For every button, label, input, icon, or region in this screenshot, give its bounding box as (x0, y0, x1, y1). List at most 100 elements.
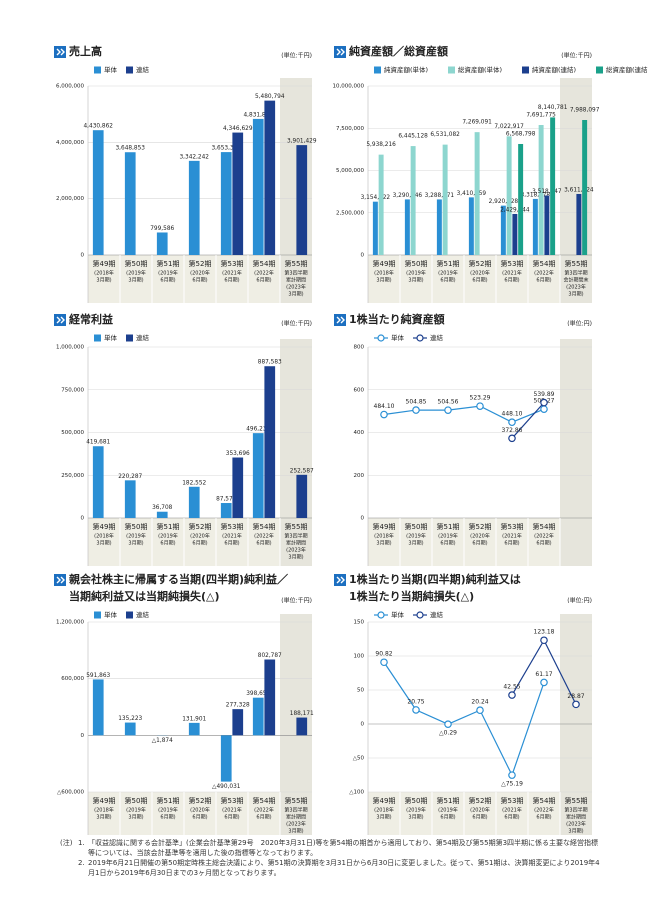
x-tick-sublabel: (2021年 (222, 270, 242, 277)
bar (232, 709, 244, 736)
bar (296, 145, 308, 255)
x-tick-sublabel: 3月期) (376, 541, 391, 547)
unit-label: (単位:千円) (561, 52, 592, 60)
point (380, 410, 388, 419)
y-tick-label: 2,000,000 (56, 196, 84, 202)
x-tick-sublabel: (2022年 (254, 807, 274, 814)
chart-title: 経常利益 (69, 312, 113, 326)
x-tick-label: 第52期 (189, 522, 212, 531)
x-tick-label: 第55期 (285, 796, 308, 805)
x-tick-label: 第54期 (253, 522, 276, 531)
x-tick-sublabel: (2018年 (94, 807, 114, 814)
x-tick-label: 第54期 (253, 259, 276, 268)
x-tick-sublabel: 第3四半期 (284, 270, 307, 277)
x-tick-sublabel: (2019年 (438, 270, 458, 277)
title-icon-chevron (56, 316, 65, 324)
data-label: 448.10 (502, 411, 523, 418)
data-label: 799,586 (150, 226, 174, 232)
x-tick-sublabel: (2021年 (502, 270, 522, 277)
x-tick-sublabel: 6月期) (504, 815, 519, 821)
bar (500, 205, 506, 255)
legend-label: 総資産額(連結) (606, 65, 648, 74)
y-tick-label: 0 (361, 516, 365, 522)
legend-label: 総資産額(単体) (458, 65, 502, 74)
bar (92, 446, 104, 518)
x-tick-sublabel: 累計期間 (566, 814, 586, 821)
x-tick-sublabel: 6月期) (536, 541, 551, 547)
bar (124, 722, 136, 736)
data-label: 539.89 (534, 391, 555, 398)
chart-title: 純資産額／総資産額 (349, 44, 448, 58)
data-label: 123.18 (534, 629, 555, 636)
y-tick-label: 50 (357, 688, 364, 694)
data-label: △490,031 (212, 784, 241, 790)
bar (410, 146, 416, 255)
x-tick-sublabel: (2020年 (190, 270, 210, 277)
y-tick-label: 600 (354, 387, 365, 393)
data-label: △75.19 (501, 781, 523, 788)
data-label: 7,269,091 (462, 120, 492, 126)
data-label: 802,787 (258, 653, 282, 659)
note-number: 1. (78, 839, 85, 847)
y-tick-label: 1,000,000 (56, 345, 84, 351)
line (383, 405, 545, 423)
y-tick-label: 4,000,000 (56, 140, 84, 146)
x-tick-label: 第50期 (125, 522, 148, 531)
bar (264, 100, 276, 256)
x-tick-sublabel: (2021年 (502, 807, 522, 814)
data-label: 372.86 (502, 427, 523, 434)
x-tick-sublabel: (2019年 (438, 533, 458, 540)
data-label: 7,691,775 (526, 113, 556, 119)
y-tick-label: 400 (354, 430, 365, 436)
x-tick-sublabel: (2018年 (94, 270, 114, 277)
x-tick-sublabel: (2021年 (222, 807, 242, 814)
x-tick-sublabel: 6月期) (504, 541, 519, 547)
x-tick-label: 第49期 (93, 259, 116, 268)
data-label: 3,288,271 (425, 193, 455, 199)
x-tick-sublabel: (2020年 (190, 533, 210, 540)
x-tick-sublabel: (2019年 (158, 533, 178, 540)
data-label: 6,531,082 (430, 132, 460, 138)
legend-label: 連結 (430, 610, 444, 619)
legend-swatch (374, 66, 381, 74)
data-label: 5,938,216 (366, 142, 396, 148)
legend-swatch (522, 66, 529, 74)
legend-swatch (377, 611, 385, 619)
x-tick-sublabel: (2020年 (470, 807, 490, 814)
bar (442, 144, 448, 255)
y-tick-label: 150 (354, 620, 365, 626)
data-label: 887,583 (258, 360, 282, 366)
point (540, 405, 548, 413)
x-tick-label: 第49期 (373, 796, 396, 805)
x-tick-sublabel: 3月期) (376, 815, 391, 821)
data-label: 6,568,798 (506, 131, 536, 137)
note-row: 2. 2019年6月21日開催の第50期定時株主総会決議により、第51期の決算期を… (60, 858, 600, 878)
legend-swatch (126, 611, 133, 619)
label-band (88, 518, 312, 566)
y-tick-label: △100 (349, 790, 364, 796)
chart-title: 親会社株主に帰属する当期(四半期)純利益／ (69, 572, 288, 586)
x-tick-sublabel: (2022年 (534, 270, 554, 277)
x-tick-sublabel: 累計期間 (286, 540, 306, 547)
y-tick-label: 0 (81, 733, 85, 739)
point (508, 418, 516, 427)
x-tick-label: 第55期 (565, 259, 588, 268)
x-tick-sublabel: 3月期) (128, 815, 143, 821)
x-tick-label: 第51期 (437, 796, 460, 805)
x-tick-sublabel: 6月期) (160, 815, 175, 821)
x-tick-sublabel: 3月期) (376, 278, 391, 284)
y-tick-label: △50 (353, 756, 365, 762)
x-tick-label: 第52期 (469, 522, 492, 531)
label-band (368, 792, 592, 840)
bar (582, 120, 588, 255)
point (508, 691, 516, 699)
x-tick-sublabel: 6月期) (224, 278, 239, 284)
label-band (88, 255, 312, 303)
bar (156, 511, 168, 518)
data-label: 28.87 (567, 693, 584, 700)
label-band (368, 255, 592, 303)
bar (550, 117, 556, 255)
legend-label: 単体 (391, 333, 405, 342)
point (508, 434, 516, 443)
x-tick-sublabel: 3月期) (288, 829, 303, 835)
